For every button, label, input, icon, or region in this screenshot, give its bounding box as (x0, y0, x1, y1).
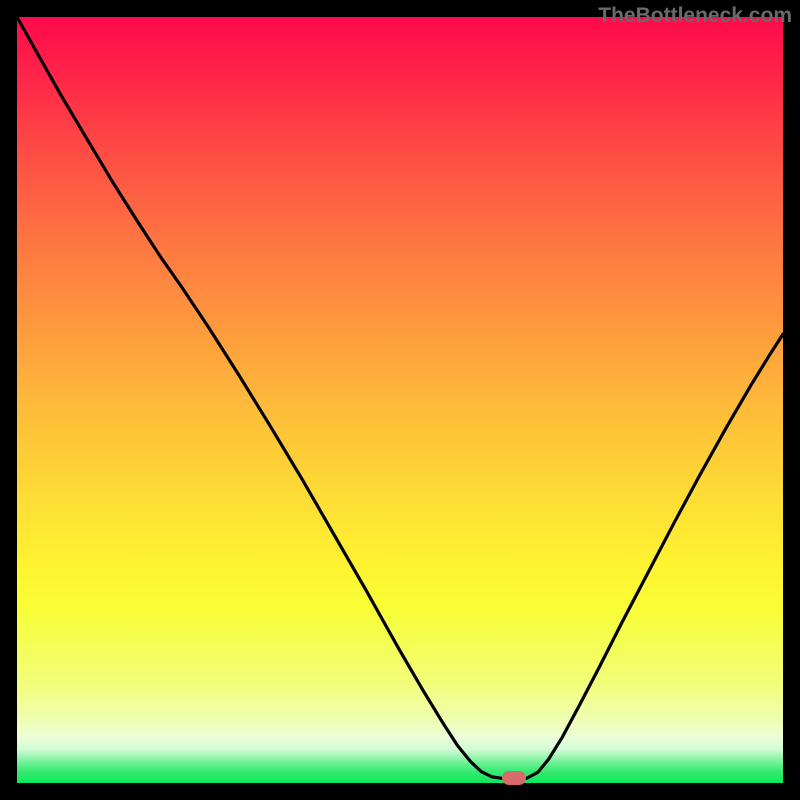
watermark-text: TheBottleneck.com (598, 4, 792, 28)
optimal-point-marker (502, 771, 526, 785)
plot-area (17, 17, 783, 783)
chart-container: TheBottleneck.com (0, 0, 800, 800)
bottleneck-curve (17, 17, 783, 783)
